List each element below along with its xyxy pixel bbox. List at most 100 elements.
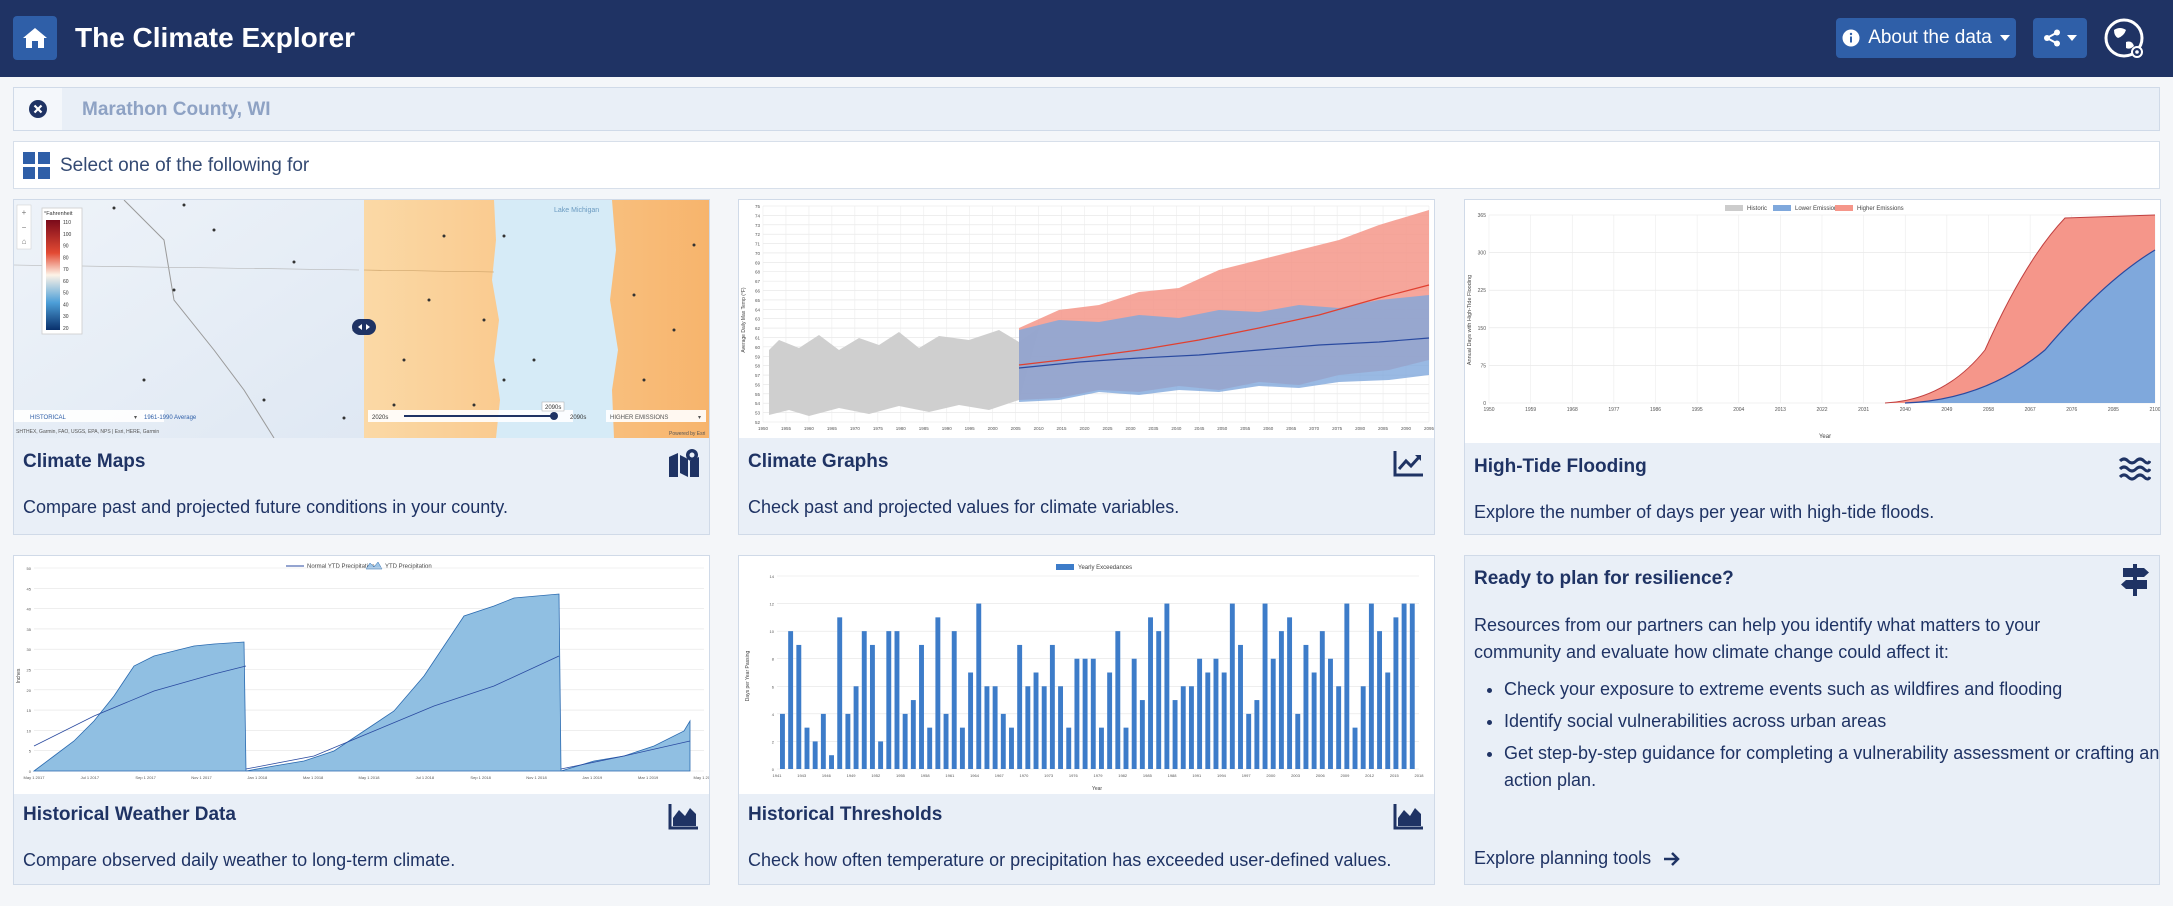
info-icon bbox=[1842, 29, 1860, 47]
threshold-bar bbox=[1148, 617, 1153, 769]
x-tick-label: 2015 bbox=[1390, 773, 1400, 778]
threshold-bar bbox=[951, 631, 957, 769]
svg-text:▾: ▾ bbox=[134, 415, 137, 421]
about-data-label: About the data bbox=[1868, 27, 1992, 48]
y-tick-label: 0 bbox=[772, 767, 775, 772]
y-tick-label: 74 bbox=[755, 213, 761, 218]
threshold-bar bbox=[1033, 672, 1039, 769]
y-tick-label: 71 bbox=[755, 242, 761, 247]
x-tick-label: 2045 bbox=[1194, 426, 1205, 431]
threshold-bar bbox=[1180, 686, 1186, 769]
x-tick-label: 2005 bbox=[1011, 426, 1022, 431]
threshold-bar bbox=[1409, 603, 1415, 769]
threshold-ylabel: Days per Year Passing bbox=[745, 650, 751, 701]
x-tick-label: 2009 bbox=[1340, 773, 1350, 778]
location-name[interactable]: Marathon County, WI bbox=[82, 99, 271, 120]
card-climate-graphs[interactable]: 75 74 73 72 71 70 69 68 67 66 65 64 63 62 61 60 59 58 57 56… bbox=[738, 199, 1435, 535]
explore-planning-tools-link[interactable]: Explore planning tools bbox=[1474, 848, 1681, 869]
y-tick-label: 59 bbox=[755, 354, 761, 359]
historical-thresholds-preview: Yearly Exceedances 14 12 10 8 6 4 2 0 1941 1943 19… bbox=[739, 556, 1434, 794]
threshold-bar bbox=[1188, 686, 1194, 769]
x-tick-label: 1968 bbox=[1567, 407, 1578, 413]
threshold-bar bbox=[992, 686, 998, 769]
card-historical-weather-data[interactable]: Normal YTD Precipitation YTD Precipitati… bbox=[13, 555, 710, 885]
threshold-bar bbox=[1319, 631, 1325, 769]
threshold-bar bbox=[1139, 700, 1145, 769]
map-legend-title: °Fahrenheit bbox=[44, 211, 73, 217]
x-tick-label: 1985 bbox=[1143, 773, 1153, 778]
x-tick-label: 2090 bbox=[1401, 426, 1412, 431]
share-dropdown[interactable] bbox=[2033, 18, 2087, 58]
flood-ylabel: Annual Days with High-Tide Flooding bbox=[1467, 275, 1473, 365]
slider-end-label: 2090s bbox=[570, 415, 586, 421]
about-data-dropdown[interactable]: About the data bbox=[1836, 18, 2016, 58]
card-title: Climate Graphs bbox=[748, 451, 889, 472]
location-bar: Marathon County, WI bbox=[13, 87, 2160, 131]
y-tick-label: 14 bbox=[770, 574, 775, 579]
x-tick-label: 1949 bbox=[847, 773, 857, 778]
threshold-bar bbox=[829, 755, 834, 769]
threshold-bar bbox=[1352, 727, 1358, 769]
y-tick-label: 58 bbox=[755, 364, 761, 369]
card-description: Compare observed daily weather to long-t… bbox=[23, 850, 456, 870]
y-tick-label: 75 bbox=[1480, 363, 1486, 369]
y-tick-label: 365 bbox=[1478, 213, 1487, 219]
threshold-bar bbox=[1238, 644, 1243, 769]
x-tick-label: 2015 bbox=[1057, 426, 1068, 431]
threshold-bar bbox=[1262, 603, 1268, 769]
card-description: Check how often temperature or precipita… bbox=[748, 850, 1392, 870]
x-tick-label: 2076 bbox=[2066, 407, 2077, 413]
y-tick-label: 50 bbox=[27, 566, 32, 571]
x-tick-label: Jul 1 2018 bbox=[416, 775, 435, 780]
climate-maps-preview: Lake Michigan °Fahrenheit 110 100 90 80 70 60… bbox=[14, 200, 709, 438]
legend-lower-emissions: Lower Emissions bbox=[1795, 206, 1840, 212]
threshold-bar bbox=[1246, 713, 1252, 769]
x-tick-label: 1979 bbox=[1094, 773, 1104, 778]
card-climate-maps[interactable]: Lake Michigan °Fahrenheit 110 100 90 80 70 60… bbox=[13, 199, 710, 535]
area-chart-icon bbox=[668, 804, 698, 830]
clear-location-button[interactable] bbox=[14, 88, 62, 130]
home-button[interactable] bbox=[13, 16, 57, 60]
x-tick-label: 1991 bbox=[1192, 773, 1202, 778]
x-tick-label: 2055 bbox=[1240, 426, 1251, 431]
slider-start-label: 2020s bbox=[372, 415, 388, 421]
left-scenario-select[interactable]: HISTORICAL bbox=[30, 415, 67, 421]
x-tick-label: 1980 bbox=[896, 426, 907, 431]
x-tick-label: 2012 bbox=[1365, 773, 1375, 778]
threshold-bar bbox=[1156, 631, 1162, 769]
threshold-bar bbox=[1090, 658, 1096, 769]
threshold-bar bbox=[1000, 713, 1006, 769]
arrow-right-icon bbox=[1664, 851, 1680, 866]
x-tick-label: 1967 bbox=[995, 773, 1005, 778]
threshold-bar bbox=[919, 644, 924, 769]
x-tick-label: 1965 bbox=[827, 426, 838, 431]
x-tick-label: 2070 bbox=[1309, 426, 1320, 431]
x-tick-label: 2022 bbox=[1816, 407, 1827, 413]
card-historical-thresholds[interactable]: Yearly Exceedances 14 12 10 8 6 4 2 0 1941 1943 19… bbox=[738, 555, 1435, 885]
x-tick-label: 1959 bbox=[1525, 407, 1536, 413]
x-tick-label: 2050 bbox=[1217, 426, 1228, 431]
x-tick-label: 1977 bbox=[1608, 407, 1619, 413]
climate-graphs-preview: 75 74 73 72 71 70 69 68 67 66 65 64 63 62 61 60 59 58 57 56… bbox=[739, 200, 1434, 438]
y-tick-label: 40 bbox=[27, 607, 32, 612]
y-tick-label: 0 bbox=[1483, 401, 1486, 407]
threshold-bar bbox=[984, 686, 990, 769]
y-tick-label: 69 bbox=[755, 260, 761, 265]
right-scenario-select[interactable]: HIGHER EMISSIONS bbox=[610, 415, 668, 421]
threshold-bar bbox=[1278, 631, 1284, 769]
x-tick-label: 1990 bbox=[942, 426, 953, 431]
x-tick-label: 1952 bbox=[871, 773, 881, 778]
x-tick-label: 2035 bbox=[1148, 426, 1159, 431]
legend-tick: 110 bbox=[63, 220, 71, 226]
share-icon bbox=[2044, 29, 2060, 47]
legend-tick: 80 bbox=[63, 255, 69, 261]
x-tick-label: 1982 bbox=[1118, 773, 1128, 778]
x-tick-label: 1958 bbox=[921, 773, 931, 778]
y-tick-label: 62 bbox=[755, 326, 761, 331]
card-high-tide-flooding[interactable]: Historic Lower Emissions Higher Emission… bbox=[1464, 199, 2161, 535]
map-marker-icon bbox=[669, 449, 699, 477]
threshold-bar bbox=[910, 700, 916, 769]
threshold-bar bbox=[1164, 603, 1170, 769]
x-tick-label: 2085 bbox=[1378, 426, 1389, 431]
toolkit-globe-icon[interactable] bbox=[2104, 18, 2146, 60]
